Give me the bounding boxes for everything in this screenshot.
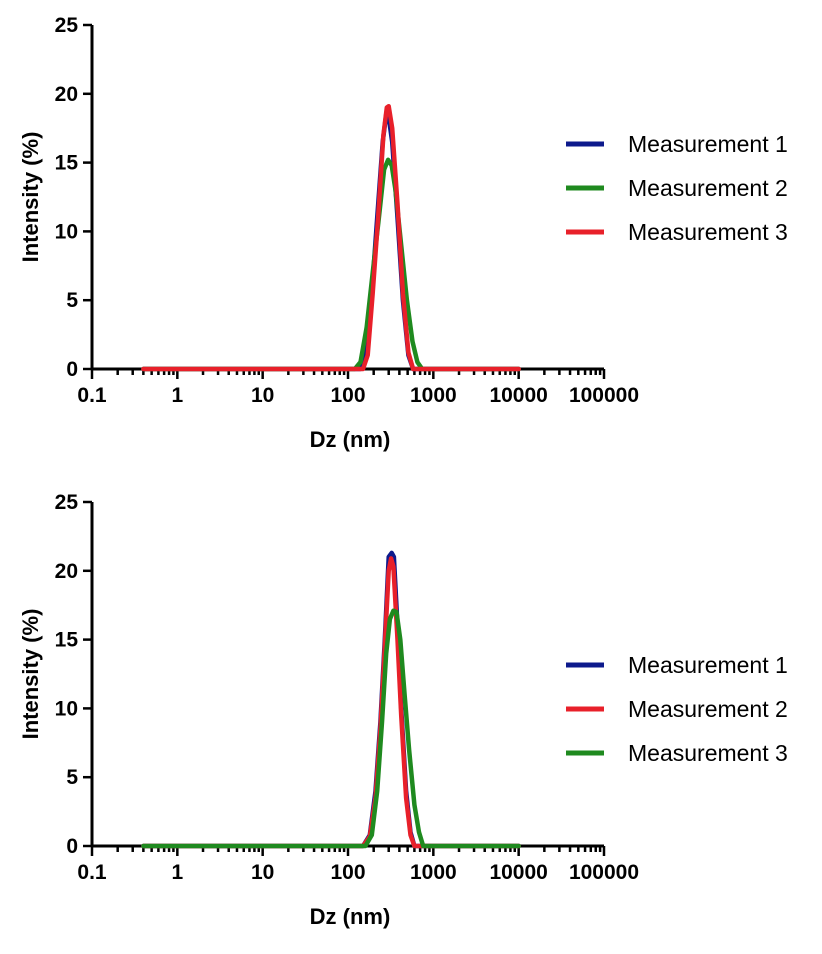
x-tick-label: 0.1	[77, 861, 107, 884]
x-tick-label: 100000	[569, 861, 639, 884]
series-line-1	[141, 112, 521, 372]
y-tick-label: 10	[55, 697, 78, 720]
x-tick-label: 10	[251, 384, 274, 407]
series-line-1	[141, 550, 521, 849]
x-tick-label: 10	[251, 861, 274, 884]
series-line-3	[141, 103, 521, 372]
series-line-2	[141, 556, 521, 849]
legend-label-3: Measurement 3	[628, 740, 788, 766]
y-axis-title: Intensity (%)	[18, 609, 43, 740]
y-tick-label: 5	[66, 766, 78, 789]
x-tick-label: 100	[330, 384, 365, 407]
x-axis-title: Dz (nm)	[310, 904, 391, 929]
y-axis-title: Intensity (%)	[18, 132, 43, 263]
legend-label-1: Measurement 1	[628, 131, 788, 157]
y-tick-label: 25	[55, 491, 79, 514]
y-tick-label: 5	[66, 289, 78, 312]
x-tick-label: 10000	[489, 384, 547, 407]
x-tick-label: 0.1	[77, 384, 107, 407]
x-tick-label: 1	[171, 384, 183, 407]
intensity-chart-1: 0 5 10 15 20 25 0.1 1 10 100 1000 10000 100000 Dz (nm…	[18, 14, 788, 452]
series-line-2	[141, 157, 521, 372]
y-tick-label: 0	[66, 358, 78, 381]
intensity-chart-2: 0 5 10 15 20 25 0.1 1 10 100 1000 10000 100000 Dz (nm…	[18, 491, 788, 929]
legend-label-1: Measurement 1	[628, 652, 788, 678]
x-tick-label: 1000	[410, 861, 457, 884]
legend-label-2: Measurement 2	[628, 175, 788, 201]
x-tick-label: 10000	[489, 861, 547, 884]
x-tick-label: 1	[171, 861, 183, 884]
y-tick-label: 0	[66, 835, 78, 858]
x-tick-label: 100000	[569, 384, 639, 407]
y-tick-label: 10	[55, 220, 78, 243]
x-axis-title: Dz (nm)	[310, 427, 391, 452]
y-tick-label: 20	[55, 560, 78, 583]
y-tick-label: 20	[55, 83, 78, 106]
legend-label-2: Measurement 2	[628, 696, 788, 722]
y-tick-label: 15	[55, 152, 79, 175]
series-line-3	[141, 608, 521, 849]
y-tick-label: 25	[55, 14, 79, 37]
x-tick-label: 100	[330, 861, 365, 884]
legend-label-3: Measurement 3	[628, 219, 788, 245]
y-tick-label: 15	[55, 629, 79, 652]
x-tick-label: 1000	[410, 384, 457, 407]
